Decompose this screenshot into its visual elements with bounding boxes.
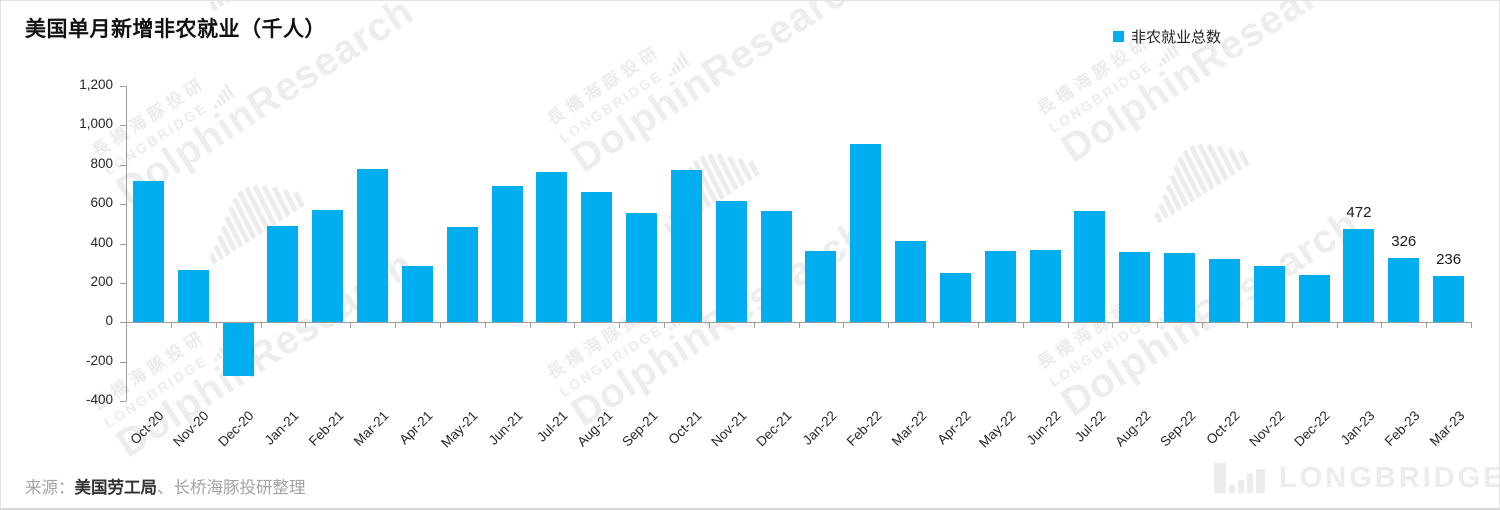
bar-Nov-21	[715, 201, 747, 323]
bar-Nov-20	[177, 270, 209, 323]
bar-Feb-23	[1388, 258, 1420, 323]
source-secondary: 长桥海豚投研整理	[173, 479, 306, 497]
longbridge-logo: LONGBRIDGE	[1214, 462, 1500, 494]
bar-Feb-22	[850, 144, 882, 323]
source-separator: 、	[157, 479, 174, 497]
bar-Aug-22	[1119, 252, 1151, 323]
bar-Jul-21	[536, 171, 568, 323]
bar-Sep-22	[1164, 253, 1196, 323]
bar-Jan-22	[805, 251, 837, 323]
bar-Aug-21	[581, 192, 613, 323]
bar-Mar-21	[357, 168, 389, 323]
bar-Oct-20	[132, 181, 164, 323]
bar-Mar-22	[895, 240, 927, 323]
longbridge-logo-icon	[1214, 463, 1265, 493]
bar-value-label-Mar-23: 236	[1436, 250, 1462, 268]
bar-Oct-22	[1208, 259, 1240, 323]
legend-color-swatch	[1113, 31, 1124, 42]
bar-Feb-21	[312, 210, 344, 323]
bar-Dec-22	[1298, 275, 1330, 323]
bar-Jan-21	[267, 225, 299, 323]
legend-label: 非农就业总数	[1131, 29, 1222, 46]
bar-Dec-21	[760, 211, 792, 323]
source-line: 来源：美国劳工局、长桥海豚投研整理	[25, 474, 306, 498]
longbridge-logo-text: LONGBRIDGE	[1279, 462, 1500, 494]
bar-Apr-22	[939, 273, 971, 323]
legend: 非农就业总数	[1113, 26, 1221, 47]
bar-Apr-21	[401, 266, 433, 323]
bar-Dec-20	[222, 323, 254, 377]
bar-Jul-22	[1074, 211, 1106, 323]
source-prefix: 来源：	[25, 479, 75, 497]
bar-May-22	[984, 251, 1016, 323]
bar-Jun-21	[491, 186, 523, 323]
bar-value-label-Feb-23: 326	[1391, 233, 1417, 251]
bar-Sep-21	[626, 212, 658, 323]
bar-May-21	[446, 226, 478, 323]
bar-value-label-Jan-23: 472	[1346, 204, 1372, 222]
bar-Jun-22	[1029, 250, 1061, 323]
source-primary: 美国劳工局	[74, 479, 158, 497]
page-title: 美国单月新增非农就业（千人）	[25, 18, 326, 41]
bar-Mar-23	[1433, 275, 1465, 323]
bar-Jan-23	[1343, 229, 1375, 323]
bar-Oct-21	[670, 169, 702, 323]
bar-Nov-22	[1253, 266, 1285, 323]
